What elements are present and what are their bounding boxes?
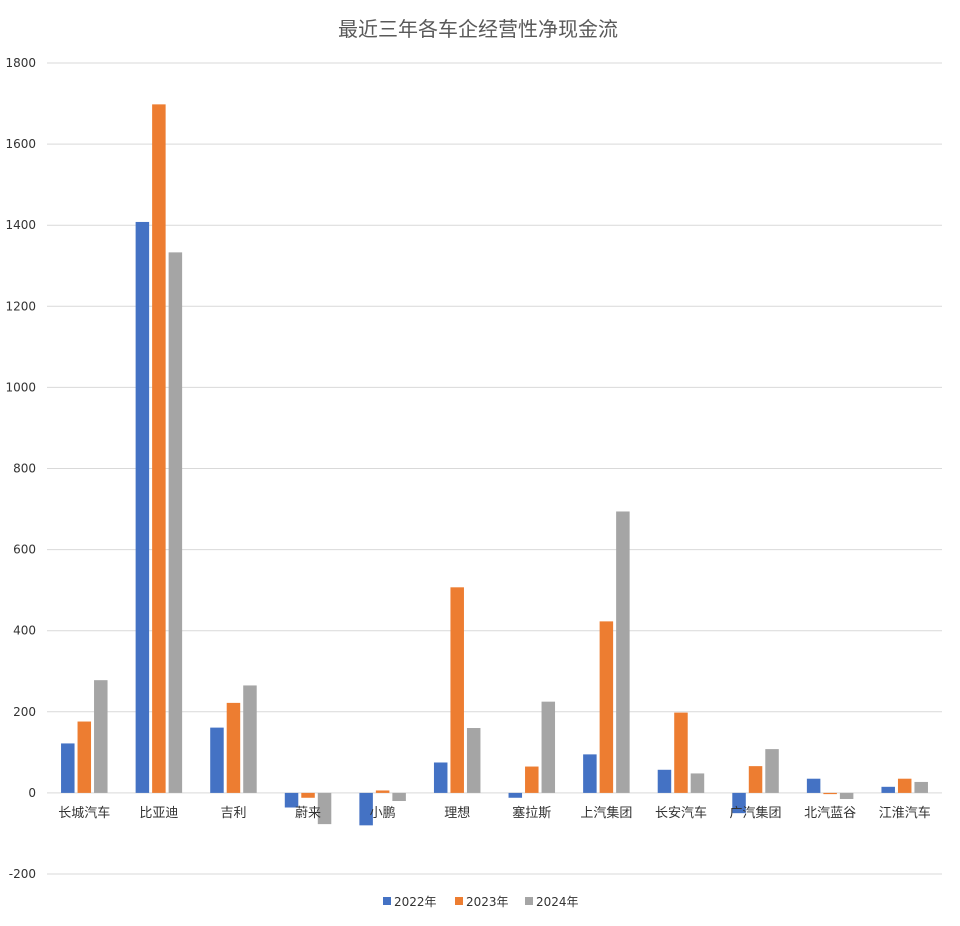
legend: 2022年 2023年 2024年: [383, 895, 579, 909]
bar: [897, 778, 912, 793]
x-category-label: 塞拉斯: [512, 805, 551, 821]
grid-lines: [47, 62, 942, 875]
bar: [94, 680, 108, 793]
bar: [541, 701, 556, 793]
bar: [657, 769, 672, 793]
bar: [359, 792, 373, 826]
y-tick-label: 1400: [5, 218, 36, 232]
x-axis-category-labels: 长城汽车 比亚迪 吉利 蔚来 小鹏 理想 塞拉斯 上汽集团 长安汽车 广汽集团 北汽蓝谷 江淮汽车: [58, 805, 930, 821]
bar: [284, 792, 299, 808]
chart-title: 最近三年各车企经营性净现金流: [338, 17, 618, 41]
bar: [466, 728, 481, 793]
x-category-label: 比亚迪: [139, 806, 178, 821]
legend-label: 2022年: [394, 895, 437, 909]
y-tick-label: -200: [9, 867, 36, 881]
legend-label: 2024年: [536, 895, 579, 909]
bar: [525, 766, 539, 793]
x-category-label: 江淮汽车: [879, 805, 931, 821]
bar: [583, 754, 597, 793]
bar: [243, 685, 257, 793]
bar: [748, 766, 763, 793]
y-tick-label: 1200: [5, 299, 36, 313]
bar: [881, 786, 895, 793]
x-category-label: 北汽蓝谷: [804, 806, 856, 821]
x-category-label: 长城汽车: [58, 805, 110, 821]
y-tick-label: 1600: [5, 137, 36, 151]
bar: [806, 778, 821, 793]
bar: [226, 702, 241, 793]
y-tick-label: 1000: [5, 380, 36, 394]
x-category-label: 长安汽车: [655, 805, 707, 821]
legend-swatch: [525, 897, 533, 905]
bar: [690, 773, 705, 793]
x-category-label: 理想: [444, 805, 470, 821]
y-tick-label: 600: [13, 543, 36, 557]
bar: [135, 221, 150, 793]
y-axis-tick-labels: -200 0 200 400 600 800 1000 1200 1400 1600 1800: [5, 56, 36, 881]
bar: [77, 721, 92, 793]
x-category-label: 吉利: [220, 806, 246, 821]
bar: [674, 712, 688, 793]
bar: [61, 743, 75, 793]
legend-swatch: [383, 897, 391, 905]
y-tick-label: 400: [13, 624, 36, 638]
bar: [765, 749, 779, 793]
bar: [839, 792, 854, 799]
bar: [210, 727, 224, 793]
bars: [61, 104, 928, 826]
bar: [392, 792, 406, 802]
x-category-label: 蔚来: [295, 806, 321, 821]
bar: [599, 621, 614, 793]
x-category-label: 广汽集团: [730, 805, 782, 821]
legend-swatch: [455, 897, 463, 905]
x-category-label: 上汽集团: [580, 805, 632, 821]
bar: [433, 762, 448, 793]
bar: [152, 104, 166, 793]
bar: [301, 792, 315, 798]
bar: [914, 781, 928, 793]
y-tick-label: 200: [13, 705, 36, 719]
x-category-label: 小鹏: [370, 806, 396, 821]
y-tick-label: 0: [28, 786, 36, 800]
y-tick-label: 1800: [5, 56, 36, 70]
legend-label: 2023年: [466, 895, 509, 909]
bar: [508, 792, 523, 798]
bar: [375, 790, 390, 793]
bar: [616, 511, 630, 793]
bar: [317, 792, 332, 825]
bar: [450, 587, 464, 793]
bar: [823, 792, 837, 795]
bar: [168, 252, 183, 793]
y-tick-label: 800: [13, 462, 36, 476]
bar: [732, 792, 746, 814]
